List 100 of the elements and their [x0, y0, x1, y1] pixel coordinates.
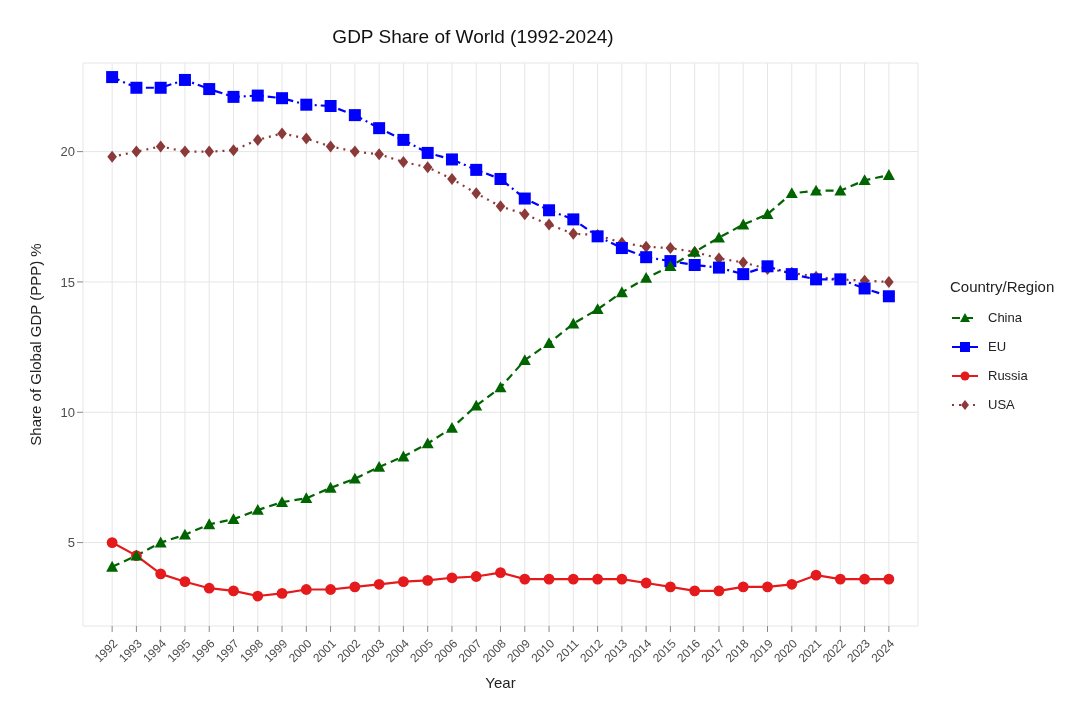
- point: [373, 122, 386, 135]
- point: [445, 153, 458, 166]
- point: [568, 227, 579, 240]
- point: [567, 213, 580, 226]
- point: [251, 504, 264, 515]
- y-tick-label: 5: [67, 535, 75, 551]
- point: [106, 537, 118, 548]
- point: [543, 204, 556, 217]
- point: [276, 588, 288, 599]
- point: [179, 576, 191, 588]
- point: [154, 81, 167, 94]
- point: [689, 585, 701, 597]
- point: [204, 145, 215, 158]
- point: [178, 73, 191, 86]
- point: [203, 518, 216, 530]
- point: [446, 572, 458, 584]
- point: [155, 568, 167, 580]
- point: [616, 573, 628, 585]
- point: [519, 573, 531, 585]
- chart-title: GDP Share of World (1992-2024): [331, 26, 615, 48]
- point: [641, 240, 651, 253]
- point: [591, 303, 604, 315]
- point: [397, 133, 410, 146]
- point: [615, 242, 628, 255]
- point: [737, 218, 750, 230]
- point: [712, 231, 725, 243]
- point: [203, 582, 215, 594]
- point: [834, 573, 846, 585]
- point: [543, 337, 556, 348]
- point: [422, 574, 434, 586]
- point: [277, 127, 287, 140]
- point: [421, 437, 434, 449]
- point: [373, 461, 386, 472]
- point: [324, 481, 337, 493]
- point: [470, 163, 483, 176]
- point: [494, 381, 507, 393]
- point: [398, 576, 409, 588]
- point: [518, 192, 531, 205]
- point: [373, 578, 385, 590]
- point: [300, 584, 312, 595]
- point: [737, 581, 749, 593]
- point: [543, 573, 555, 585]
- point: [300, 492, 313, 504]
- point: [640, 272, 653, 283]
- point: [227, 90, 240, 103]
- point: [761, 208, 774, 219]
- legend-title: Country/Region: [950, 278, 1055, 295]
- legend-label: USA: [988, 397, 1015, 412]
- point: [786, 578, 798, 590]
- point: [858, 282, 871, 295]
- point: [859, 573, 870, 585]
- point: [882, 290, 895, 303]
- point: [421, 146, 434, 159]
- point: [495, 200, 506, 213]
- point: [154, 536, 167, 548]
- point: [348, 109, 361, 122]
- point: [544, 218, 554, 231]
- point: [155, 140, 166, 153]
- point: [762, 581, 773, 593]
- point: [737, 268, 750, 281]
- point: [495, 567, 506, 578]
- point: [615, 286, 628, 298]
- point: [180, 145, 190, 158]
- point: [251, 89, 264, 102]
- point: [567, 317, 580, 329]
- point: [350, 145, 360, 158]
- point: [325, 584, 336, 595]
- point: [665, 581, 676, 593]
- point: [519, 208, 530, 221]
- point: [665, 242, 676, 255]
- point: [398, 156, 409, 169]
- point: [834, 184, 847, 196]
- point: [567, 573, 579, 585]
- legend-label: EU: [988, 339, 1007, 354]
- point: [592, 573, 603, 585]
- point: [324, 100, 337, 113]
- point: [106, 560, 119, 572]
- point: [810, 569, 822, 581]
- point: [131, 145, 142, 158]
- y-tick-label: 10: [60, 404, 75, 420]
- point: [107, 150, 117, 163]
- point: [252, 590, 264, 602]
- point: [349, 581, 361, 593]
- point: [374, 148, 384, 161]
- point: [325, 140, 336, 153]
- point: [422, 161, 433, 174]
- point: [883, 573, 895, 585]
- point: [106, 71, 119, 84]
- point: [300, 98, 313, 111]
- y-tick-label: 15: [60, 274, 75, 290]
- point: [640, 577, 652, 589]
- point: [447, 172, 457, 185]
- y-tick-label: 20: [60, 144, 75, 160]
- point: [810, 184, 823, 196]
- point: [882, 169, 895, 180]
- y-axis-title: Share of Global GDP (PPP) %: [27, 243, 45, 446]
- point: [664, 260, 677, 272]
- point: [227, 513, 240, 524]
- point: [688, 259, 701, 271]
- point: [858, 174, 871, 186]
